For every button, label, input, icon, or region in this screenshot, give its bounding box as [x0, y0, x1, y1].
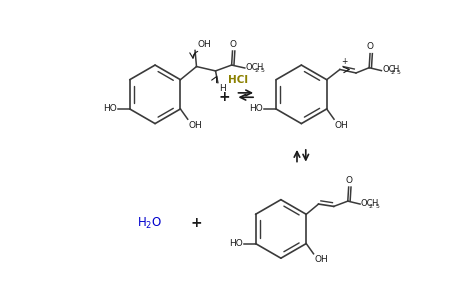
- Text: OH: OH: [314, 255, 328, 264]
- Text: OH: OH: [197, 40, 211, 49]
- Text: H: H: [256, 63, 262, 72]
- Text: 5: 5: [375, 204, 380, 209]
- Text: O: O: [346, 176, 353, 185]
- Text: HCl: HCl: [228, 75, 248, 85]
- Text: 2: 2: [254, 68, 258, 73]
- Text: 5: 5: [261, 68, 265, 73]
- Text: OC: OC: [246, 63, 258, 72]
- Text: H: H: [219, 84, 226, 93]
- Text: HO: HO: [228, 239, 242, 248]
- Text: OH: OH: [189, 121, 202, 130]
- Text: 2: 2: [390, 71, 394, 76]
- Text: O: O: [367, 42, 374, 51]
- Text: 5: 5: [397, 71, 401, 76]
- Text: HO: HO: [249, 104, 263, 113]
- Text: O: O: [229, 40, 236, 49]
- Text: +: +: [190, 216, 202, 230]
- Text: OH: OH: [335, 121, 349, 130]
- Text: H: H: [392, 65, 399, 74]
- Text: H: H: [371, 199, 377, 208]
- Text: 2: 2: [369, 204, 373, 209]
- Text: +: +: [218, 90, 229, 104]
- Text: OC: OC: [382, 65, 394, 74]
- Text: +: +: [341, 57, 348, 66]
- Text: OC: OC: [361, 199, 373, 208]
- Text: H$_2$O: H$_2$O: [137, 216, 162, 230]
- Text: HO: HO: [103, 104, 117, 113]
